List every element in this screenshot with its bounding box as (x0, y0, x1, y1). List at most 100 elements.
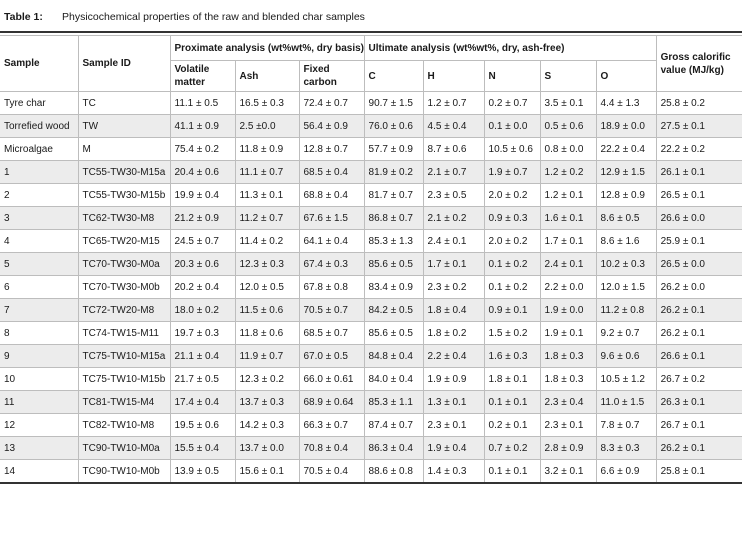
cell-s: 0.8 ± 0.0 (539, 137, 597, 161)
cell-sample: 8 (0, 321, 79, 345)
cell-c: 85.6 ± 0.5 (363, 321, 424, 345)
cell-sample: 6 (0, 275, 79, 299)
cell-gross-calorific: 25.8 ± 0.1 (655, 459, 742, 484)
cell-c: 57.7 ± 0.9 (363, 137, 424, 161)
header-s: S (539, 60, 597, 92)
cell-fixed-carbon: 66.3 ± 0.7 (298, 413, 365, 437)
cell-h: 1.9 ± 0.4 (422, 436, 485, 460)
table-row: Torrefied wood TW 41.1 ± 0.9 2.5 ±0.0 56.4 ±… (0, 114, 742, 138)
cell-gross-calorific: 26.7 ± 0.2 (655, 367, 742, 391)
cell-c: 88.6 ± 0.8 (363, 459, 424, 484)
cell-c: 86.3 ± 0.4 (363, 436, 424, 460)
cell-gross-calorific: 25.8 ± 0.2 (655, 91, 742, 115)
cell-ash: 13.7 ± 0.3 (234, 390, 300, 414)
cell-c: 84.0 ± 0.4 (363, 367, 424, 391)
cell-sample: 14 (0, 459, 79, 484)
properties-table: Sample Sample ID Proximate analysis (wt%… (0, 35, 742, 484)
cell-sample-id: TC90-TW10-M0b (77, 459, 171, 484)
cell-n: 0.1 ± 0.1 (483, 459, 541, 484)
cell-ash: 2.5 ±0.0 (234, 114, 300, 138)
table-row: 2 TC55-TW30-M15b 19.9 ± 0.4 11.3 ± 0.1 68.8 … (0, 183, 742, 207)
cell-n: 1.9 ± 0.7 (483, 160, 541, 184)
cell-volatile-matter: 19.9 ± 0.4 (169, 183, 236, 207)
cell-o: 12.8 ± 0.9 (595, 183, 657, 207)
cell-ash: 11.4 ± 0.2 (234, 229, 300, 253)
cell-sample: 4 (0, 229, 79, 253)
cell-c: 85.3 ± 1.3 (363, 229, 424, 253)
table-row: 4 TC65-TW20-M15 24.5 ± 0.7 11.4 ± 0.2 64.1 ±… (0, 229, 742, 253)
cell-c: 85.3 ± 1.1 (363, 390, 424, 414)
cell-volatile-matter: 11.1 ± 0.5 (169, 91, 236, 115)
cell-sample-id: TC75-TW10-M15a (77, 344, 171, 368)
cell-ash: 12.0 ± 0.5 (234, 275, 300, 299)
cell-fixed-carbon: 68.5 ± 0.4 (298, 160, 365, 184)
cell-n: 0.9 ± 0.1 (483, 298, 541, 322)
cell-n: 1.5 ± 0.2 (483, 321, 541, 345)
cell-c: 84.2 ± 0.5 (363, 298, 424, 322)
cell-n: 0.1 ± 0.2 (483, 252, 541, 276)
cell-sample: Microalgae (0, 137, 79, 161)
header-ultimate: Ultimate analysis (wt%wt%, dry, ash-free… (363, 35, 657, 61)
cell-c: 85.6 ± 0.5 (363, 252, 424, 276)
table-row: 3 TC62-TW30-M8 21.2 ± 0.9 11.2 ± 0.7 67.6 ± … (0, 206, 742, 230)
cell-h: 1.2 ± 0.7 (422, 91, 485, 115)
cell-volatile-matter: 17.4 ± 0.4 (169, 390, 236, 414)
cell-s: 1.6 ± 0.1 (539, 206, 597, 230)
cell-gross-calorific: 26.2 ± 0.0 (655, 275, 742, 299)
cell-fixed-carbon: 64.1 ± 0.4 (298, 229, 365, 253)
cell-n: 0.1 ± 0.0 (483, 114, 541, 138)
cell-s: 2.3 ± 0.1 (539, 413, 597, 437)
cell-ash: 16.5 ± 0.3 (234, 91, 300, 115)
cell-ash: 12.3 ± 0.3 (234, 252, 300, 276)
cell-volatile-matter: 18.0 ± 0.2 (169, 298, 236, 322)
cell-h: 2.3 ± 0.5 (422, 183, 485, 207)
cell-s: 0.5 ± 0.6 (539, 114, 597, 138)
cell-o: 7.8 ± 0.7 (595, 413, 657, 437)
cell-fixed-carbon: 68.9 ± 0.64 (298, 390, 365, 414)
cell-o: 10.2 ± 0.3 (595, 252, 657, 276)
table-row: 7 TC72-TW20-M8 18.0 ± 0.2 11.5 ± 0.6 70.5 ± … (0, 298, 742, 322)
cell-volatile-matter: 20.3 ± 0.6 (169, 252, 236, 276)
header-volatile: Volatile matter (169, 60, 236, 92)
header-fixed-carbon: Fixed carbon (298, 60, 365, 92)
cell-c: 81.9 ± 0.2 (363, 160, 424, 184)
cell-fixed-carbon: 72.4 ± 0.7 (298, 91, 365, 115)
cell-fixed-carbon: 66.0 ± 0.61 (298, 367, 365, 391)
cell-n: 1.8 ± 0.1 (483, 367, 541, 391)
cell-h: 1.8 ± 0.2 (422, 321, 485, 345)
cell-n: 2.0 ± 0.2 (483, 229, 541, 253)
cell-fixed-carbon: 12.8 ± 0.7 (298, 137, 365, 161)
cell-gross-calorific: 26.6 ± 0.0 (655, 206, 742, 230)
cell-sample: 3 (0, 206, 79, 230)
cell-volatile-matter: 20.4 ± 0.6 (169, 160, 236, 184)
header-n: N (483, 60, 541, 92)
table-row: Tyre char TC 11.1 ± 0.5 16.5 ± 0.3 72.4 ± 0.… (0, 91, 742, 115)
table-row: 6 TC70-TW30-M0b 20.2 ± 0.4 12.0 ± 0.5 67.8 ±… (0, 275, 742, 299)
cell-s: 1.9 ± 0.1 (539, 321, 597, 345)
cell-sample-id: TC55-TW30-M15b (77, 183, 171, 207)
cell-gross-calorific: 27.5 ± 0.1 (655, 114, 742, 138)
cell-n: 0.9 ± 0.3 (483, 206, 541, 230)
cell-c: 84.8 ± 0.4 (363, 344, 424, 368)
table-row: 8 TC74-TW15-M11 19.7 ± 0.3 11.8 ± 0.6 68.5 ±… (0, 321, 742, 345)
cell-fixed-carbon: 56.4 ± 0.9 (298, 114, 365, 138)
cell-h: 1.3 ± 0.1 (422, 390, 485, 414)
cell-gross-calorific: 26.5 ± 0.0 (655, 252, 742, 276)
top-rule (0, 31, 742, 33)
cell-o: 8.6 ± 0.5 (595, 206, 657, 230)
table-row: 11 TC81-TW15-M4 17.4 ± 0.4 13.7 ± 0.3 68.9 ±… (0, 390, 742, 414)
cell-gross-calorific: 26.6 ± 0.1 (655, 344, 742, 368)
cell-gross-calorific: 26.5 ± 0.1 (655, 183, 742, 207)
cell-o: 11.2 ± 0.8 (595, 298, 657, 322)
cell-h: 2.1 ± 0.7 (422, 160, 485, 184)
cell-h: 2.2 ± 0.4 (422, 344, 485, 368)
cell-s: 3.5 ± 0.1 (539, 91, 597, 115)
cell-sample: 11 (0, 390, 79, 414)
cell-h: 1.9 ± 0.9 (422, 367, 485, 391)
cell-s: 2.2 ± 0.0 (539, 275, 597, 299)
cell-fixed-carbon: 67.4 ± 0.3 (298, 252, 365, 276)
cell-ash: 14.2 ± 0.3 (234, 413, 300, 437)
cell-ash: 11.3 ± 0.1 (234, 183, 300, 207)
header-sample: Sample (0, 35, 79, 92)
cell-h: 4.5 ± 0.4 (422, 114, 485, 138)
